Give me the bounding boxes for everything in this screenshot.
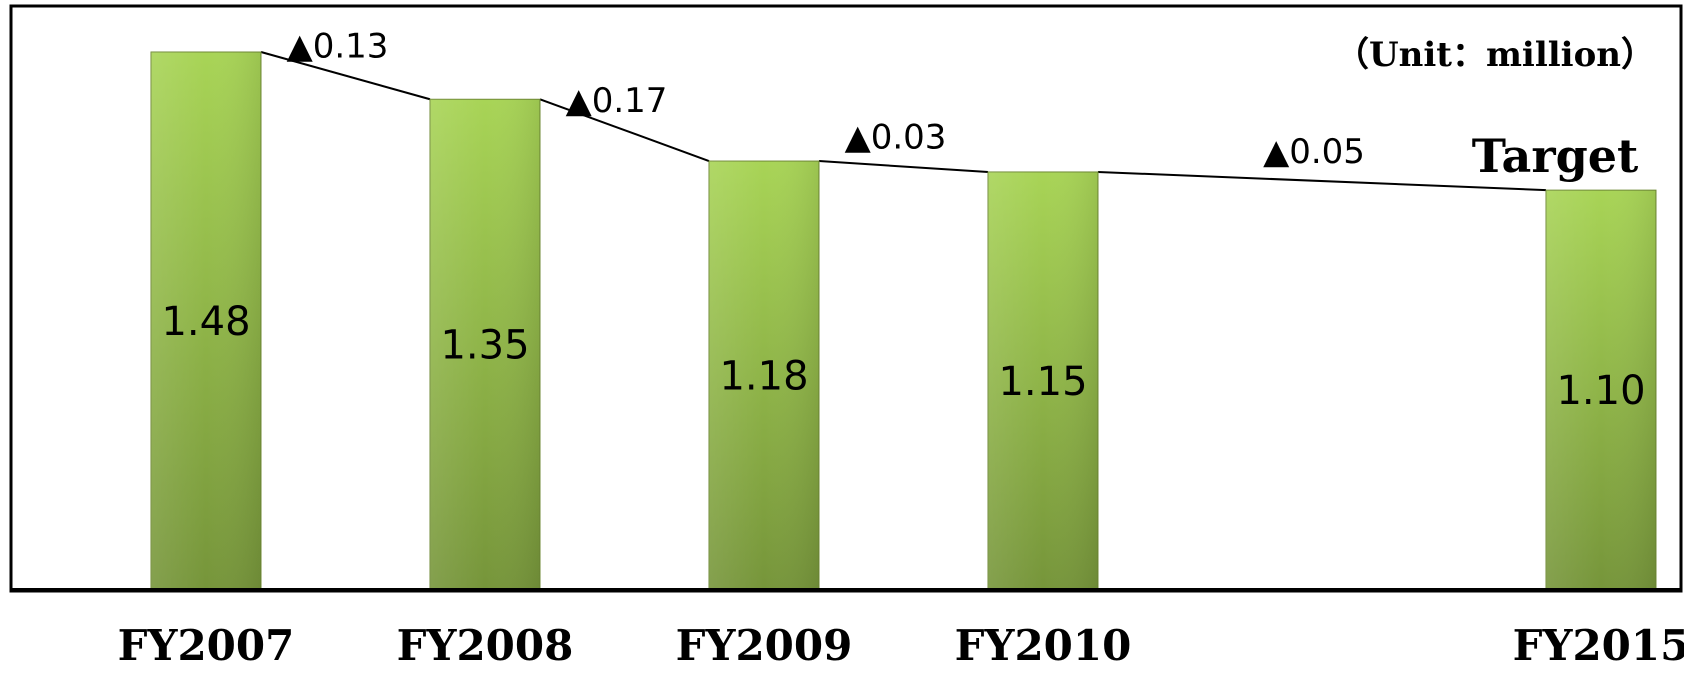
category-label: FY2009 (676, 621, 853, 670)
bar-shine (709, 161, 819, 590)
value-label: 1.10 (1556, 368, 1645, 414)
value-label: 1.18 (719, 354, 808, 400)
connector-line (260, 51, 431, 101)
plot-frame (9, 4, 1683, 593)
connector-line (818, 160, 989, 173)
connector-line (1097, 170, 1547, 192)
category-labels: FY2007 FY2008 FY2009 FY2010 FY2015 (118, 621, 1684, 670)
target-label: Target (1472, 129, 1639, 183)
bar-shine (151, 52, 261, 590)
category-label: FY2010 (955, 621, 1132, 670)
difference-label: ▲0.13 (287, 27, 389, 67)
connector-lines (260, 51, 1547, 192)
category-label: FY2015 (1513, 621, 1684, 670)
difference-label: ▲0.17 (566, 81, 668, 121)
unit-label: （Unit：million） (1335, 35, 1655, 75)
connector-line (539, 98, 710, 162)
category-label: FY2007 (118, 621, 295, 670)
difference-label: ▲0.03 (845, 118, 947, 158)
bar-shine (430, 99, 540, 590)
bar-shine (1546, 190, 1656, 590)
bar-shine (988, 171, 1098, 590)
value-labels: 1.48 1.35 1.18 1.15 1.10 (161, 299, 1645, 414)
value-label: 1.15 (998, 359, 1087, 405)
difference-label: ▲0.05 (1263, 132, 1365, 172)
difference-labels: ▲0.13 ▲0.17 ▲0.03 ▲0.05 (287, 27, 1365, 172)
bars (150, 51, 1657, 591)
value-label: 1.35 (440, 323, 529, 369)
category-label: FY2008 (397, 621, 574, 670)
value-label: 1.48 (161, 299, 250, 345)
